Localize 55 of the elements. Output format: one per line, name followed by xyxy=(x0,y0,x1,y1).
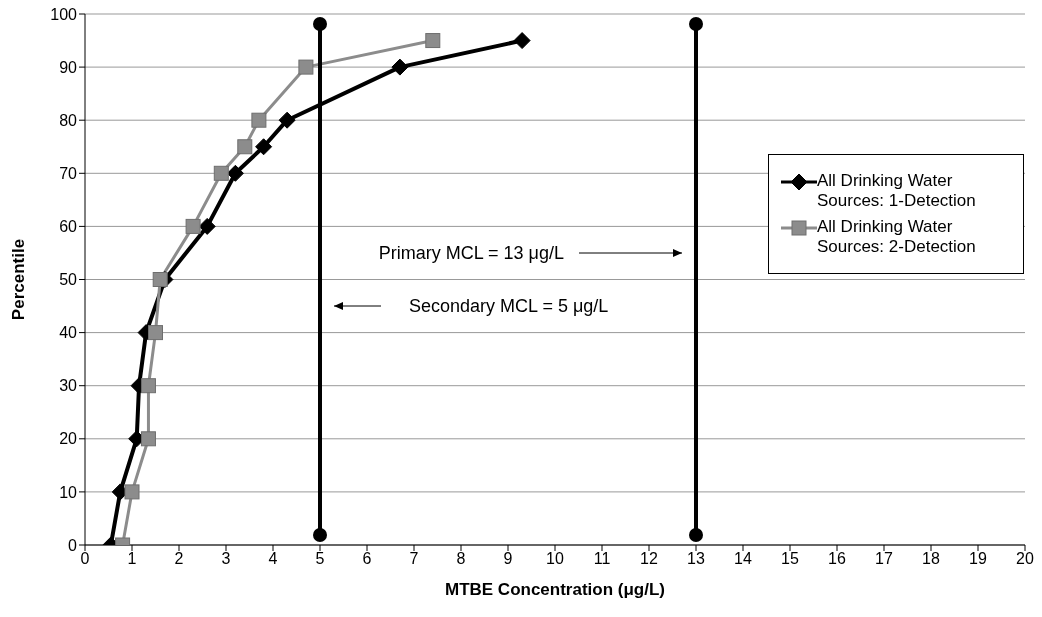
x-tick-label: 19 xyxy=(969,550,987,568)
x-tick-label: 17 xyxy=(875,550,893,568)
y-tick-label: 100 xyxy=(50,5,78,23)
x-tick-label: 0 xyxy=(80,550,90,568)
x-tick-label: 5 xyxy=(315,550,325,568)
point xyxy=(298,59,314,75)
y-tick-label: 60 xyxy=(59,218,78,236)
point xyxy=(140,378,156,394)
x-tick-label: 4 xyxy=(268,550,278,568)
x-tick-label: 10 xyxy=(546,550,564,568)
x-tick-label: 7 xyxy=(409,550,419,568)
legend-label: All Drinking Water Sources: 2-Detection xyxy=(817,217,977,257)
x-tick-label: 14 xyxy=(734,550,752,568)
point xyxy=(391,58,409,76)
x-tick-label: 11 xyxy=(593,550,611,568)
point xyxy=(124,484,140,500)
point xyxy=(148,325,163,341)
x-tick-label: 13 xyxy=(687,550,705,568)
legend-label: All Drinking Water Sources: 1-Detection xyxy=(817,171,977,211)
x-tick-label: 18 xyxy=(922,550,940,568)
point xyxy=(152,272,168,287)
y-tick-label: 10 xyxy=(59,483,78,501)
annotation: Secondary MCL = 5 μg/L xyxy=(409,296,609,316)
point xyxy=(425,33,441,49)
y-tick-label: 30 xyxy=(59,377,78,395)
x-tick-label: 20 xyxy=(1016,550,1034,568)
point xyxy=(213,165,229,181)
point xyxy=(278,111,296,129)
y-tick-label: 90 xyxy=(59,58,78,76)
y-tick-label: 0 xyxy=(68,536,78,554)
y-axis-title: Percentile xyxy=(9,238,29,321)
annotation: Primary MCL = 13 μg/L xyxy=(378,243,564,263)
point xyxy=(251,112,267,128)
x-tick-label: 9 xyxy=(503,550,513,568)
y-tick-label: 20 xyxy=(59,430,78,448)
point xyxy=(513,32,531,50)
point xyxy=(226,164,244,182)
x-tick-label: 16 xyxy=(828,550,846,568)
point xyxy=(140,431,156,447)
x-tick-label: 6 xyxy=(362,550,372,568)
y-tick-label: 50 xyxy=(59,271,78,289)
point xyxy=(185,218,201,234)
x-tick-label: 8 xyxy=(456,550,466,568)
x-axis-title: MTBE Concentration (μg/L) xyxy=(444,580,666,599)
x-tick-label: 12 xyxy=(640,550,658,568)
y-tick-label: 40 xyxy=(59,324,78,342)
point xyxy=(198,217,216,235)
point xyxy=(237,139,253,155)
y-tick-label: 70 xyxy=(59,164,78,182)
x-tick-label: 15 xyxy=(781,550,799,568)
x-tick-label: 1 xyxy=(127,550,137,568)
x-tick-label: 2 xyxy=(174,550,184,568)
y-tick-label: 80 xyxy=(59,111,78,129)
x-tick-label: 3 xyxy=(221,550,231,568)
point xyxy=(255,138,273,156)
